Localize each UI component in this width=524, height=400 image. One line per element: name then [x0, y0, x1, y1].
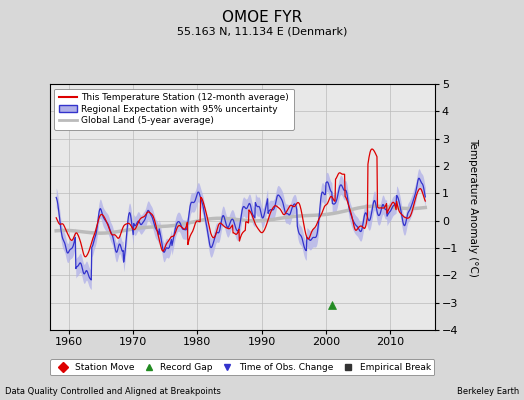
Text: 55.163 N, 11.134 E (Denmark): 55.163 N, 11.134 E (Denmark) [177, 26, 347, 36]
Text: Data Quality Controlled and Aligned at Breakpoints: Data Quality Controlled and Aligned at B… [5, 387, 221, 396]
Text: OMOE FYR: OMOE FYR [222, 10, 302, 25]
Y-axis label: Temperature Anomaly (°C): Temperature Anomaly (°C) [468, 138, 478, 276]
Text: Berkeley Earth: Berkeley Earth [456, 387, 519, 396]
Legend: Station Move, Record Gap, Time of Obs. Change, Empirical Break: Station Move, Record Gap, Time of Obs. C… [50, 359, 434, 375]
